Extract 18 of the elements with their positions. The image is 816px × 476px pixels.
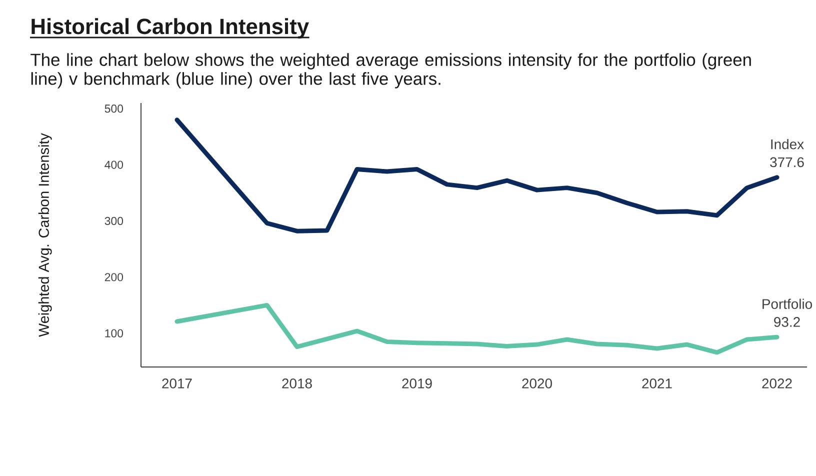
x-tick-label: 2017 <box>162 378 192 388</box>
text: Portfolio <box>762 298 812 309</box>
text: Index <box>771 138 804 150</box>
data-label: 93.2 <box>774 317 800 327</box>
y-axis-title: Weighted Avg. Carbon Intensity <box>38 133 52 337</box>
chart-subtitle: The line chart below shows the weighted average emissions intensity for the portfolio (green line) v benchmark (blue line) over the last five years. <box>30 53 751 88</box>
data-label: 377.6 <box>770 157 804 168</box>
x-tick-label: 2021 <box>642 378 672 388</box>
y-tick-label: 500 <box>104 104 124 113</box>
x-tick-label: 2022 <box>762 378 792 388</box>
y-tick-label: 100 <box>105 329 124 338</box>
x-tick-label: 2020 <box>522 378 552 388</box>
y-tick-label: 300 <box>104 216 124 226</box>
x-tick-label: 2018 <box>282 378 312 388</box>
y-tick-label: 200 <box>104 273 124 282</box>
y-tick-label: 400 <box>104 160 124 169</box>
chart-title: Historical Carbon Intensity <box>32 18 309 39</box>
x-tick-label: 2019 <box>402 378 432 388</box>
